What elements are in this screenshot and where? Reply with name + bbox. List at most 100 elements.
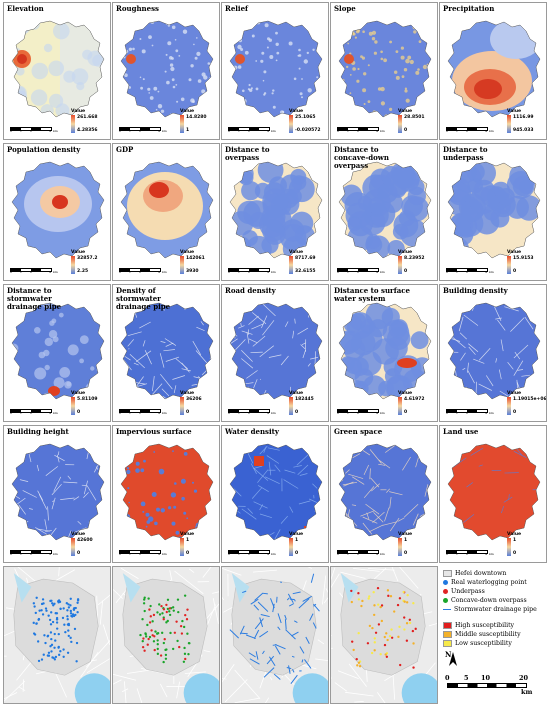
scale-tick: 4 bbox=[485, 270, 487, 274]
panel-title: Distance to stormwater drainage pipe bbox=[7, 286, 62, 311]
scale-tick: 4 bbox=[49, 270, 51, 274]
scale-tick: 4 bbox=[49, 552, 51, 556]
scale-tick: 4 bbox=[267, 129, 269, 133]
scale-tick: 0 bbox=[446, 129, 448, 133]
scale-bar: 0 1 2 4 km bbox=[446, 550, 494, 556]
scale-tick: 2 bbox=[139, 411, 141, 415]
value-legend: Value 1 0 bbox=[180, 532, 214, 556]
north-arrow-icon: N bbox=[445, 650, 457, 666]
legend-low: 945.033 bbox=[513, 128, 534, 133]
scale-tick: 0 bbox=[10, 129, 12, 133]
panel-title: Slope bbox=[334, 4, 356, 13]
legend-high: 1.19015e+06 bbox=[513, 397, 547, 402]
legend-low: 1 bbox=[186, 128, 190, 133]
legend-item-label: Real waterlogging point bbox=[451, 579, 527, 586]
scale-bar: 0 1 2 4 km bbox=[10, 268, 58, 274]
scale-tick: 1 bbox=[20, 411, 22, 415]
scale-tick: 1 bbox=[456, 552, 458, 556]
scale-unit: km bbox=[53, 552, 58, 556]
legend-label: Value bbox=[398, 391, 413, 396]
scale-tick: 0 bbox=[119, 129, 121, 133]
scale-tick: 2 bbox=[139, 129, 141, 133]
legend-item: Real waterlogging point bbox=[443, 579, 527, 586]
panel-row: Population density Value 32857.2 2.25 0 1 2 4 km… bbox=[3, 143, 547, 281]
basemap-row: Hefei downtown Real waterlogging point Und… bbox=[3, 566, 547, 704]
scale-bar: 0 1 2 4 km bbox=[446, 127, 494, 133]
value-legend: Value 36206 0 bbox=[180, 391, 214, 415]
scale-tick: 4 bbox=[158, 552, 160, 556]
color-ramp bbox=[180, 256, 184, 274]
factor-panel: Roughness Value 14.8280 1 0 1 2 4 km bbox=[112, 2, 220, 140]
basemap-panel bbox=[330, 566, 438, 704]
legend-low: 0 bbox=[186, 410, 190, 415]
value-legend: Value 1.19015e+06 0 bbox=[507, 391, 546, 415]
legend-label: Value bbox=[71, 532, 86, 537]
scale-tick: 2 bbox=[30, 411, 32, 415]
value-legend: Value 1116.99 945.033 bbox=[507, 109, 541, 133]
value-legend: Value 42600 0 bbox=[71, 532, 105, 556]
raster-map bbox=[229, 443, 323, 541]
scale-tick: 4 bbox=[376, 270, 378, 274]
scale-tick: 2 bbox=[30, 552, 32, 556]
scale-tick: 2 bbox=[466, 129, 468, 133]
scale-tick: 4 bbox=[158, 411, 160, 415]
panel-title: Building height bbox=[7, 427, 69, 436]
legend-item: Low susceptibility bbox=[443, 640, 512, 647]
legend-high: 42600 bbox=[77, 538, 93, 543]
legend-high: 261.668 bbox=[77, 115, 98, 120]
legend-label: Value bbox=[289, 109, 304, 114]
scale-tick: 5 bbox=[464, 674, 469, 682]
legend-low: 0 bbox=[404, 128, 408, 133]
legend-label: Value bbox=[180, 391, 195, 396]
legend-high: 36206 bbox=[186, 397, 202, 402]
scale-bar: 0 1 2 4 km bbox=[337, 409, 385, 415]
scale-tick: 1 bbox=[456, 129, 458, 133]
legend-high: 15.9153 bbox=[513, 256, 534, 261]
scale-tick: 4 bbox=[49, 411, 51, 415]
legend-label: Value bbox=[71, 391, 86, 396]
legend-low: 0 bbox=[77, 551, 81, 556]
panel-title: Distance to overpass bbox=[225, 145, 270, 162]
factor-panel: Distance to underpass Value 15.9153 0 0 1 2 4 km bbox=[439, 143, 547, 281]
scale-bar: 0 1 2 4 km bbox=[337, 550, 385, 556]
value-legend: Value 1 0 bbox=[507, 532, 541, 556]
legend-item: Middle susceptibility bbox=[443, 631, 521, 638]
scale-tick: 4 bbox=[49, 129, 51, 133]
legend-high: 1 bbox=[186, 538, 190, 543]
raster-map bbox=[11, 302, 105, 400]
legend-high: 1116.99 bbox=[513, 115, 534, 120]
scale-tick: 4 bbox=[376, 129, 378, 133]
value-legend: Value 182445 0 bbox=[289, 391, 323, 415]
factor-panel: Land use Value 1 0 0 1 2 4 km bbox=[439, 425, 547, 563]
scale-bar: 0 1 2 4 km bbox=[10, 127, 58, 133]
panel-row: Elevation Value 261.668 4.28356 0 1 2 4 km Roughn… bbox=[3, 2, 547, 140]
factor-panel: Slope Value 28.8501 0 0 1 2 4 km bbox=[330, 2, 438, 140]
legend-item: Stormwater drainage pipe bbox=[443, 606, 537, 613]
scale-tick: 0 bbox=[228, 552, 230, 556]
legend-label: Value bbox=[398, 532, 413, 537]
factor-panel: Building height Value 42600 0 0 1 2 4 km bbox=[3, 425, 111, 563]
legend-high: 4.61972 bbox=[404, 397, 425, 402]
scale-unit: km bbox=[271, 552, 276, 556]
scale-tick: 1 bbox=[456, 270, 458, 274]
scale-unit: km bbox=[53, 129, 58, 133]
raster-map bbox=[229, 161, 323, 259]
scale-bar: 0 1 2 4 km bbox=[10, 409, 58, 415]
scale-tick: 0 bbox=[337, 270, 339, 274]
scale-tick: 0 bbox=[228, 270, 230, 274]
legend-low: 0 bbox=[295, 551, 299, 556]
scale-bar: 0 1 2 4 km bbox=[446, 268, 494, 274]
raster-map bbox=[338, 20, 432, 118]
scale-tick: 4 bbox=[376, 411, 378, 415]
scale-tick: 2 bbox=[248, 270, 250, 274]
color-ramp bbox=[507, 256, 511, 274]
panel-row: Distance to stormwater drainage pipe Valu… bbox=[3, 284, 547, 422]
legend-low: 0 bbox=[404, 551, 408, 556]
factor-panel: Distance to overpass Value 8717.69 32.6155 0… bbox=[221, 143, 329, 281]
scale-unit: km bbox=[489, 129, 494, 133]
color-ramp bbox=[398, 397, 402, 415]
legend-label: Value bbox=[180, 250, 195, 255]
scale-bar: 0 1 2 4 km bbox=[119, 550, 167, 556]
legend-high: 8.23952 bbox=[404, 256, 425, 261]
scale-tick: 1 bbox=[20, 129, 22, 133]
